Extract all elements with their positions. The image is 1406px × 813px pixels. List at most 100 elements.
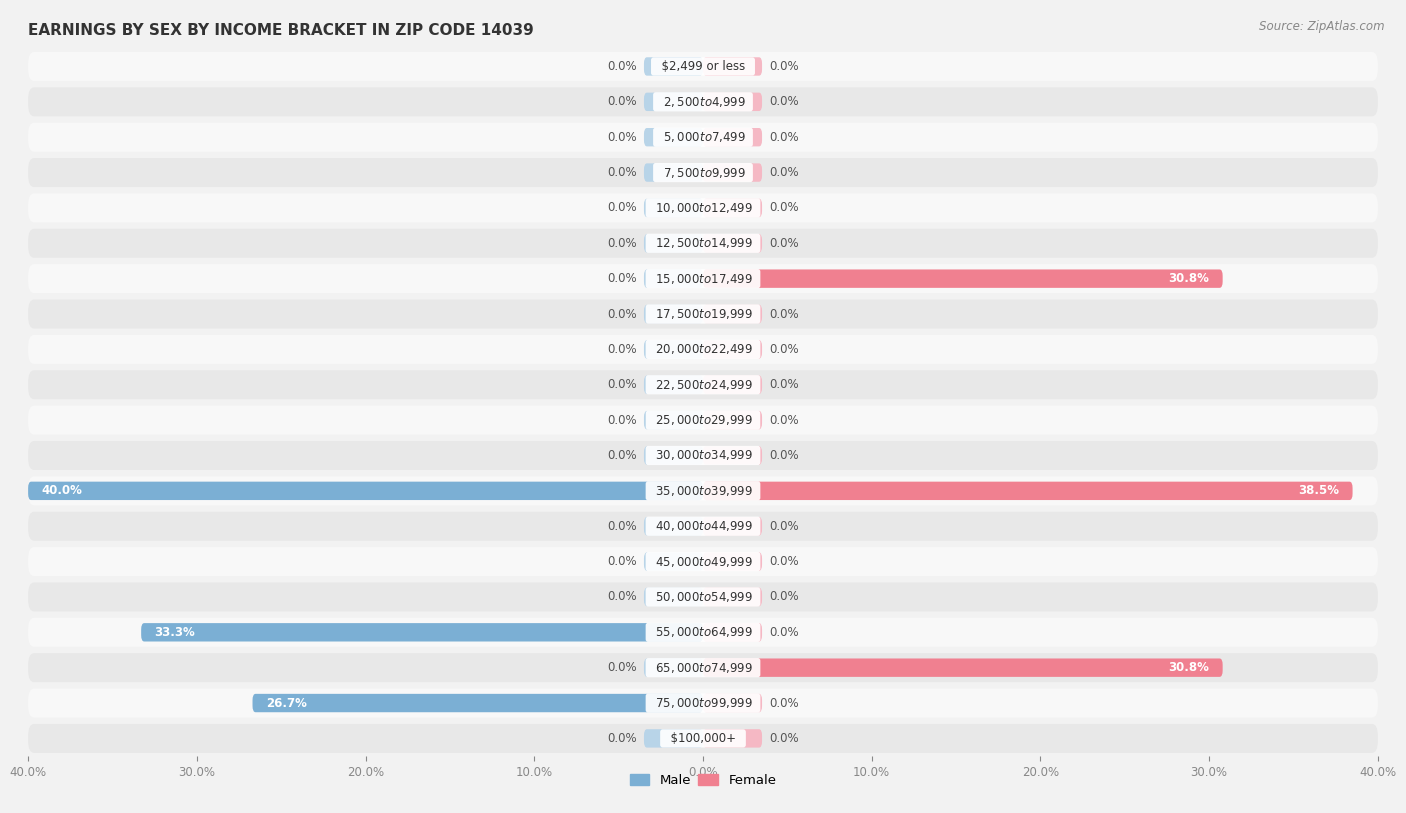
- Text: 0.0%: 0.0%: [607, 60, 637, 73]
- Text: 0.0%: 0.0%: [769, 202, 799, 215]
- Text: 26.7%: 26.7%: [266, 697, 307, 710]
- Text: $45,000 to $49,999: $45,000 to $49,999: [648, 554, 758, 568]
- Text: $75,000 to $99,999: $75,000 to $99,999: [648, 696, 758, 710]
- FancyBboxPatch shape: [703, 128, 762, 146]
- FancyBboxPatch shape: [703, 376, 762, 394]
- FancyBboxPatch shape: [28, 547, 1378, 576]
- FancyBboxPatch shape: [703, 93, 762, 111]
- Text: 0.0%: 0.0%: [769, 60, 799, 73]
- FancyBboxPatch shape: [644, 659, 703, 677]
- FancyBboxPatch shape: [703, 659, 1223, 677]
- FancyBboxPatch shape: [703, 340, 762, 359]
- FancyBboxPatch shape: [644, 411, 703, 429]
- FancyBboxPatch shape: [28, 52, 1378, 81]
- Text: 0.0%: 0.0%: [607, 131, 637, 144]
- Text: 0.0%: 0.0%: [607, 732, 637, 745]
- FancyBboxPatch shape: [703, 623, 762, 641]
- FancyBboxPatch shape: [644, 729, 703, 748]
- Text: 0.0%: 0.0%: [769, 237, 799, 250]
- Text: 0.0%: 0.0%: [607, 307, 637, 320]
- FancyBboxPatch shape: [644, 93, 703, 111]
- Text: 0.0%: 0.0%: [769, 166, 799, 179]
- FancyBboxPatch shape: [644, 305, 703, 324]
- Text: 0.0%: 0.0%: [607, 520, 637, 533]
- FancyBboxPatch shape: [703, 305, 762, 324]
- Text: $100,000+: $100,000+: [662, 732, 744, 745]
- FancyBboxPatch shape: [28, 264, 1378, 293]
- Text: 40.0%: 40.0%: [42, 485, 83, 498]
- Text: 0.0%: 0.0%: [607, 449, 637, 462]
- FancyBboxPatch shape: [703, 481, 1353, 500]
- Text: 0.0%: 0.0%: [607, 272, 637, 285]
- Text: $40,000 to $44,999: $40,000 to $44,999: [648, 520, 758, 533]
- Text: $5,000 to $7,499: $5,000 to $7,499: [655, 130, 751, 144]
- FancyBboxPatch shape: [703, 411, 762, 429]
- FancyBboxPatch shape: [28, 653, 1378, 682]
- FancyBboxPatch shape: [28, 335, 1378, 364]
- FancyBboxPatch shape: [644, 588, 703, 606]
- Text: $12,500 to $14,999: $12,500 to $14,999: [648, 237, 758, 250]
- FancyBboxPatch shape: [703, 57, 762, 76]
- FancyBboxPatch shape: [703, 693, 762, 712]
- FancyBboxPatch shape: [28, 87, 1378, 116]
- FancyBboxPatch shape: [28, 370, 1378, 399]
- FancyBboxPatch shape: [644, 376, 703, 394]
- FancyBboxPatch shape: [703, 588, 762, 606]
- FancyBboxPatch shape: [28, 481, 703, 500]
- Legend: Male, Female: Male, Female: [624, 768, 782, 792]
- Text: $17,500 to $19,999: $17,500 to $19,999: [648, 307, 758, 321]
- Text: 0.0%: 0.0%: [769, 520, 799, 533]
- FancyBboxPatch shape: [28, 158, 1378, 187]
- Text: 30.8%: 30.8%: [1168, 272, 1209, 285]
- Text: $35,000 to $39,999: $35,000 to $39,999: [648, 484, 758, 498]
- FancyBboxPatch shape: [28, 476, 1378, 506]
- FancyBboxPatch shape: [644, 446, 703, 465]
- Text: 0.0%: 0.0%: [607, 590, 637, 603]
- Text: $2,500 to $4,999: $2,500 to $4,999: [655, 95, 751, 109]
- FancyBboxPatch shape: [28, 618, 1378, 647]
- Text: 0.0%: 0.0%: [769, 626, 799, 639]
- Text: 0.0%: 0.0%: [607, 661, 637, 674]
- Text: 0.0%: 0.0%: [607, 343, 637, 356]
- FancyBboxPatch shape: [28, 299, 1378, 328]
- Text: 0.0%: 0.0%: [607, 95, 637, 108]
- Text: 0.0%: 0.0%: [607, 378, 637, 391]
- FancyBboxPatch shape: [28, 582, 1378, 611]
- FancyBboxPatch shape: [28, 441, 1378, 470]
- Text: 0.0%: 0.0%: [769, 343, 799, 356]
- Text: 0.0%: 0.0%: [769, 378, 799, 391]
- FancyBboxPatch shape: [28, 406, 1378, 435]
- FancyBboxPatch shape: [644, 163, 703, 182]
- FancyBboxPatch shape: [703, 446, 762, 465]
- FancyBboxPatch shape: [703, 729, 762, 748]
- FancyBboxPatch shape: [28, 689, 1378, 718]
- FancyBboxPatch shape: [703, 552, 762, 571]
- FancyBboxPatch shape: [703, 198, 762, 217]
- Text: 0.0%: 0.0%: [769, 697, 799, 710]
- Text: Source: ZipAtlas.com: Source: ZipAtlas.com: [1260, 20, 1385, 33]
- Text: 30.8%: 30.8%: [1168, 661, 1209, 674]
- FancyBboxPatch shape: [703, 163, 762, 182]
- Text: 0.0%: 0.0%: [607, 555, 637, 568]
- Text: 0.0%: 0.0%: [769, 414, 799, 427]
- Text: 0.0%: 0.0%: [769, 732, 799, 745]
- Text: $25,000 to $29,999: $25,000 to $29,999: [648, 413, 758, 427]
- Text: $22,500 to $24,999: $22,500 to $24,999: [648, 378, 758, 392]
- Text: 0.0%: 0.0%: [607, 414, 637, 427]
- FancyBboxPatch shape: [644, 517, 703, 536]
- Text: 0.0%: 0.0%: [769, 95, 799, 108]
- Text: 0.0%: 0.0%: [769, 555, 799, 568]
- FancyBboxPatch shape: [28, 193, 1378, 223]
- FancyBboxPatch shape: [703, 269, 1223, 288]
- FancyBboxPatch shape: [644, 128, 703, 146]
- Text: 38.5%: 38.5%: [1298, 485, 1339, 498]
- FancyBboxPatch shape: [141, 623, 703, 641]
- FancyBboxPatch shape: [703, 517, 762, 536]
- Text: EARNINGS BY SEX BY INCOME BRACKET IN ZIP CODE 14039: EARNINGS BY SEX BY INCOME BRACKET IN ZIP…: [28, 23, 534, 38]
- Text: $50,000 to $54,999: $50,000 to $54,999: [648, 590, 758, 604]
- Text: $55,000 to $64,999: $55,000 to $64,999: [648, 625, 758, 639]
- Text: $10,000 to $12,499: $10,000 to $12,499: [648, 201, 758, 215]
- FancyBboxPatch shape: [644, 552, 703, 571]
- FancyBboxPatch shape: [644, 57, 703, 76]
- Text: $2,499 or less: $2,499 or less: [654, 60, 752, 73]
